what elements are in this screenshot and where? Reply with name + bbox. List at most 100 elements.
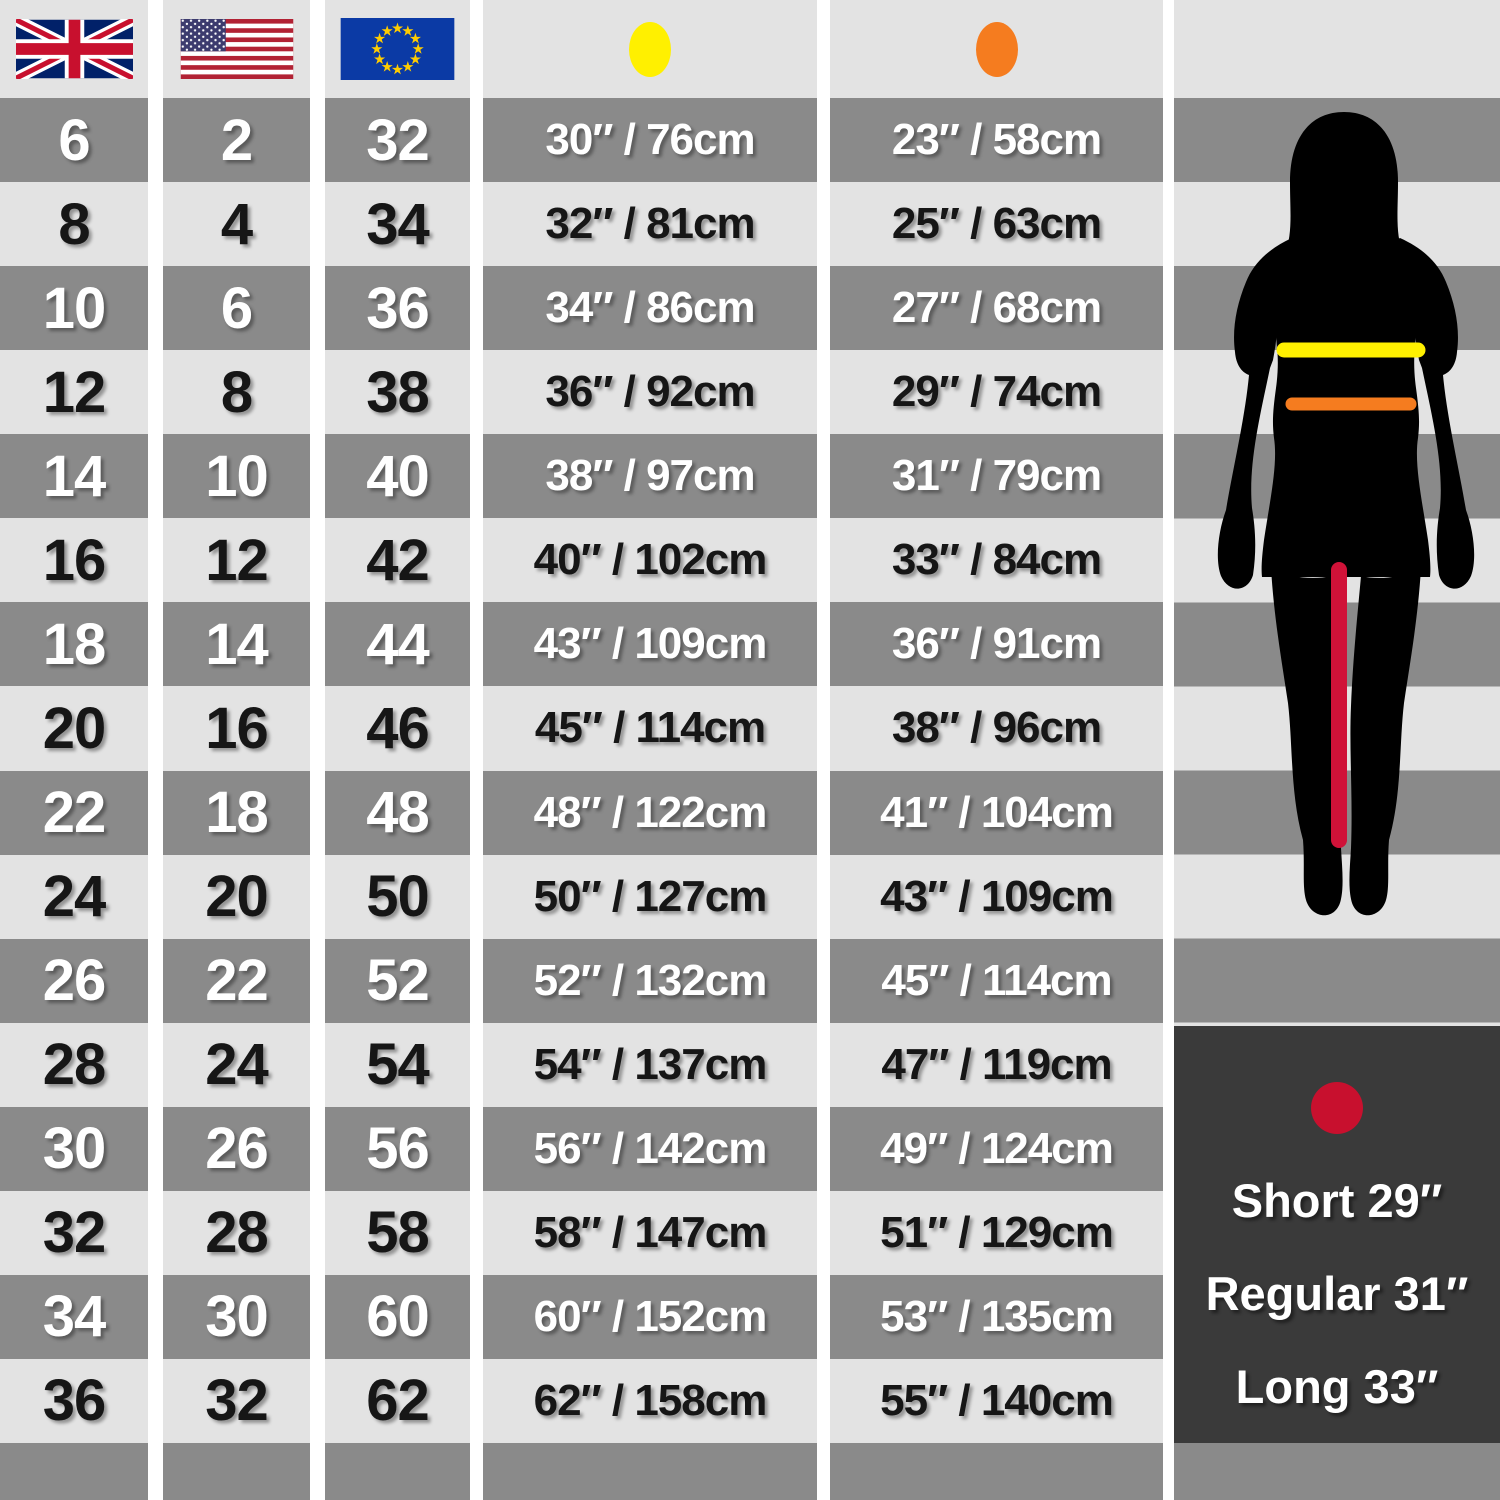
cell-uk-row-9: 22 [0,770,148,855]
cell-bust-row-16: 62″ / 158cm [483,1358,817,1443]
cell-bust-row-9: 48″ / 122cm [483,770,817,855]
cell-uk-row-10: 24 [0,854,148,939]
cell-waist-row-9: 41″ / 104cm [830,770,1163,855]
cell-us-row-14: 28 [163,1190,310,1275]
cell-uk-row-7: 18 [0,602,148,687]
eu-size-cells: 32 34 36 38 40 42 44 46 48 50 52 54 56 58 60 62 [325,98,470,1443]
cell-bust-row-5: 38″ / 97cm [483,434,817,519]
inseam-option-regular: Regular 31″ [1205,1267,1469,1320]
cell-waist-row-2: 25″ / 63cm [830,182,1163,267]
cell-waist-row-7: 36″ / 91cm [830,602,1163,687]
inseam-option-short: Short 29″ [1231,1174,1443,1227]
column-uk-sizes: 6 8 10 12 14 16 18 20 22 24 26 28 30 32 34 36 [0,0,148,1500]
cell-us-row-2: 4 [163,182,310,267]
cell-bust-row-4: 36″ / 92cm [483,350,817,435]
cell-waist-row-5: 31″ / 79cm [830,434,1163,519]
cell-uk-row-2: 8 [0,182,148,267]
cell-us-row-11: 22 [163,938,310,1023]
cell-bust-row-3: 34″ / 86cm [483,266,817,351]
cell-bust-row-1: 30″ / 76cm [483,98,817,183]
cell-bust-row-15: 60″ / 152cm [483,1274,817,1359]
cell-uk-row-16: 36 [0,1358,148,1443]
cell-us-row-9: 18 [163,770,310,855]
cell-us-row-3: 6 [163,266,310,351]
cell-waist-row-13: 49″ / 124cm [830,1106,1163,1191]
cell-waist-row-14: 51″ / 129cm [830,1190,1163,1275]
cell-eu-row-6: 42 [325,518,470,603]
cell-uk-row-5: 14 [0,434,148,519]
header-us [163,0,310,98]
column-footer-band [830,1443,1163,1500]
cell-bust-row-11: 52″ / 132cm [483,938,817,1023]
cell-bust-row-10: 50″ / 127cm [483,854,817,939]
bust-measurement-cells: 30″ / 76cm 32″ / 81cm 34″ / 86cm 36″ / 92cm… [483,98,817,1443]
cell-uk-row-14: 32 [0,1190,148,1275]
cell-waist-row-10: 43″ / 109cm [830,854,1163,939]
silhouette-left-arm [1217,238,1296,589]
cell-waist-row-1: 23″ / 58cm [830,98,1163,183]
cell-waist-row-8: 38″ / 96cm [830,686,1163,771]
column-footer-band [0,1443,148,1500]
cell-us-row-10: 20 [163,854,310,939]
cell-uk-row-11: 26 [0,938,148,1023]
cell-bust-row-13: 56″ / 142cm [483,1106,817,1191]
cell-eu-row-13: 56 [325,1106,470,1191]
column-footer-band [163,1443,310,1500]
cell-eu-row-5: 40 [325,434,470,519]
cell-eu-row-16: 62 [325,1358,470,1443]
header-waist [830,0,1163,98]
inseam-option-long: Long 33″ [1235,1360,1439,1413]
inseam-length-panel: Short 29″ Regular 31″ Long 33″ [1174,1026,1500,1443]
cell-us-row-16: 32 [163,1358,310,1443]
cell-uk-row-3: 10 [0,266,148,351]
column-footer-band [1174,1443,1500,1500]
us-size-cells: 2 4 6 8 10 12 14 16 18 20 22 24 26 28 30 32 [163,98,310,1443]
silhouette-right-leg [1349,568,1421,916]
cell-us-row-4: 8 [163,350,310,435]
cell-uk-row-12: 28 [0,1022,148,1107]
cell-waist-row-15: 53″ / 135cm [830,1274,1163,1359]
cell-bust-row-6: 40″ / 102cm [483,518,817,603]
cell-bust-row-8: 45″ / 114cm [483,686,817,771]
cell-us-row-8: 16 [163,686,310,771]
cell-eu-row-15: 60 [325,1274,470,1359]
cell-eu-row-10: 50 [325,854,470,939]
header-eu [325,0,470,98]
cell-us-row-1: 2 [163,98,310,183]
cell-eu-row-2: 34 [325,182,470,267]
cell-eu-row-12: 54 [325,1022,470,1107]
cell-eu-row-4: 38 [325,350,470,435]
cell-waist-row-12: 47″ / 119cm [830,1022,1163,1107]
cell-us-row-7: 14 [163,602,310,687]
silhouette-body [1217,112,1475,916]
cell-uk-row-6: 16 [0,518,148,603]
waist-measurement-cells: 23″ / 58cm 25″ / 63cm 27″ / 68cm 29″ / 74cm… [830,98,1163,1443]
cell-us-row-5: 10 [163,434,310,519]
cell-eu-row-3: 36 [325,266,470,351]
eu-flag-icon [340,18,455,80]
cell-us-row-12: 24 [163,1022,310,1107]
uk-flag-icon [15,19,133,79]
waist-marker-dot-icon [975,21,1018,77]
cell-us-row-15: 30 [163,1274,310,1359]
header-bust [483,0,817,98]
cell-eu-row-9: 48 [325,770,470,855]
cell-waist-row-4: 29″ / 74cm [830,350,1163,435]
woman-silhouette-figure [1217,112,1475,916]
column-bust-measurements: 30″ / 76cm 32″ / 81cm 34″ / 86cm 36″ / 92cm… [483,0,817,1500]
column-waist-measurements: 23″ / 58cm 25″ / 63cm 27″ / 68cm 29″ / 74cm… [830,0,1163,1500]
cell-waist-row-16: 55″ / 140cm [830,1358,1163,1443]
cell-waist-row-6: 33″ / 84cm [830,518,1163,603]
inseam-options: Short 29″ Regular 31″ Long 33″ [1174,1154,1500,1433]
cell-eu-row-11: 52 [325,938,470,1023]
cell-uk-row-1: 6 [0,98,148,183]
silhouette-left-leg [1271,568,1343,916]
bust-marker-dot-icon [629,21,671,77]
cell-waist-row-11: 45″ / 114cm [830,938,1163,1023]
inseam-marker-dot-icon [1311,1082,1363,1134]
column-footer-band [483,1443,817,1500]
cell-uk-row-8: 20 [0,686,148,771]
column-us-sizes: 2 4 6 8 10 12 14 16 18 20 22 24 26 28 30 32 [163,0,310,1500]
cell-eu-row-1: 32 [325,98,470,183]
